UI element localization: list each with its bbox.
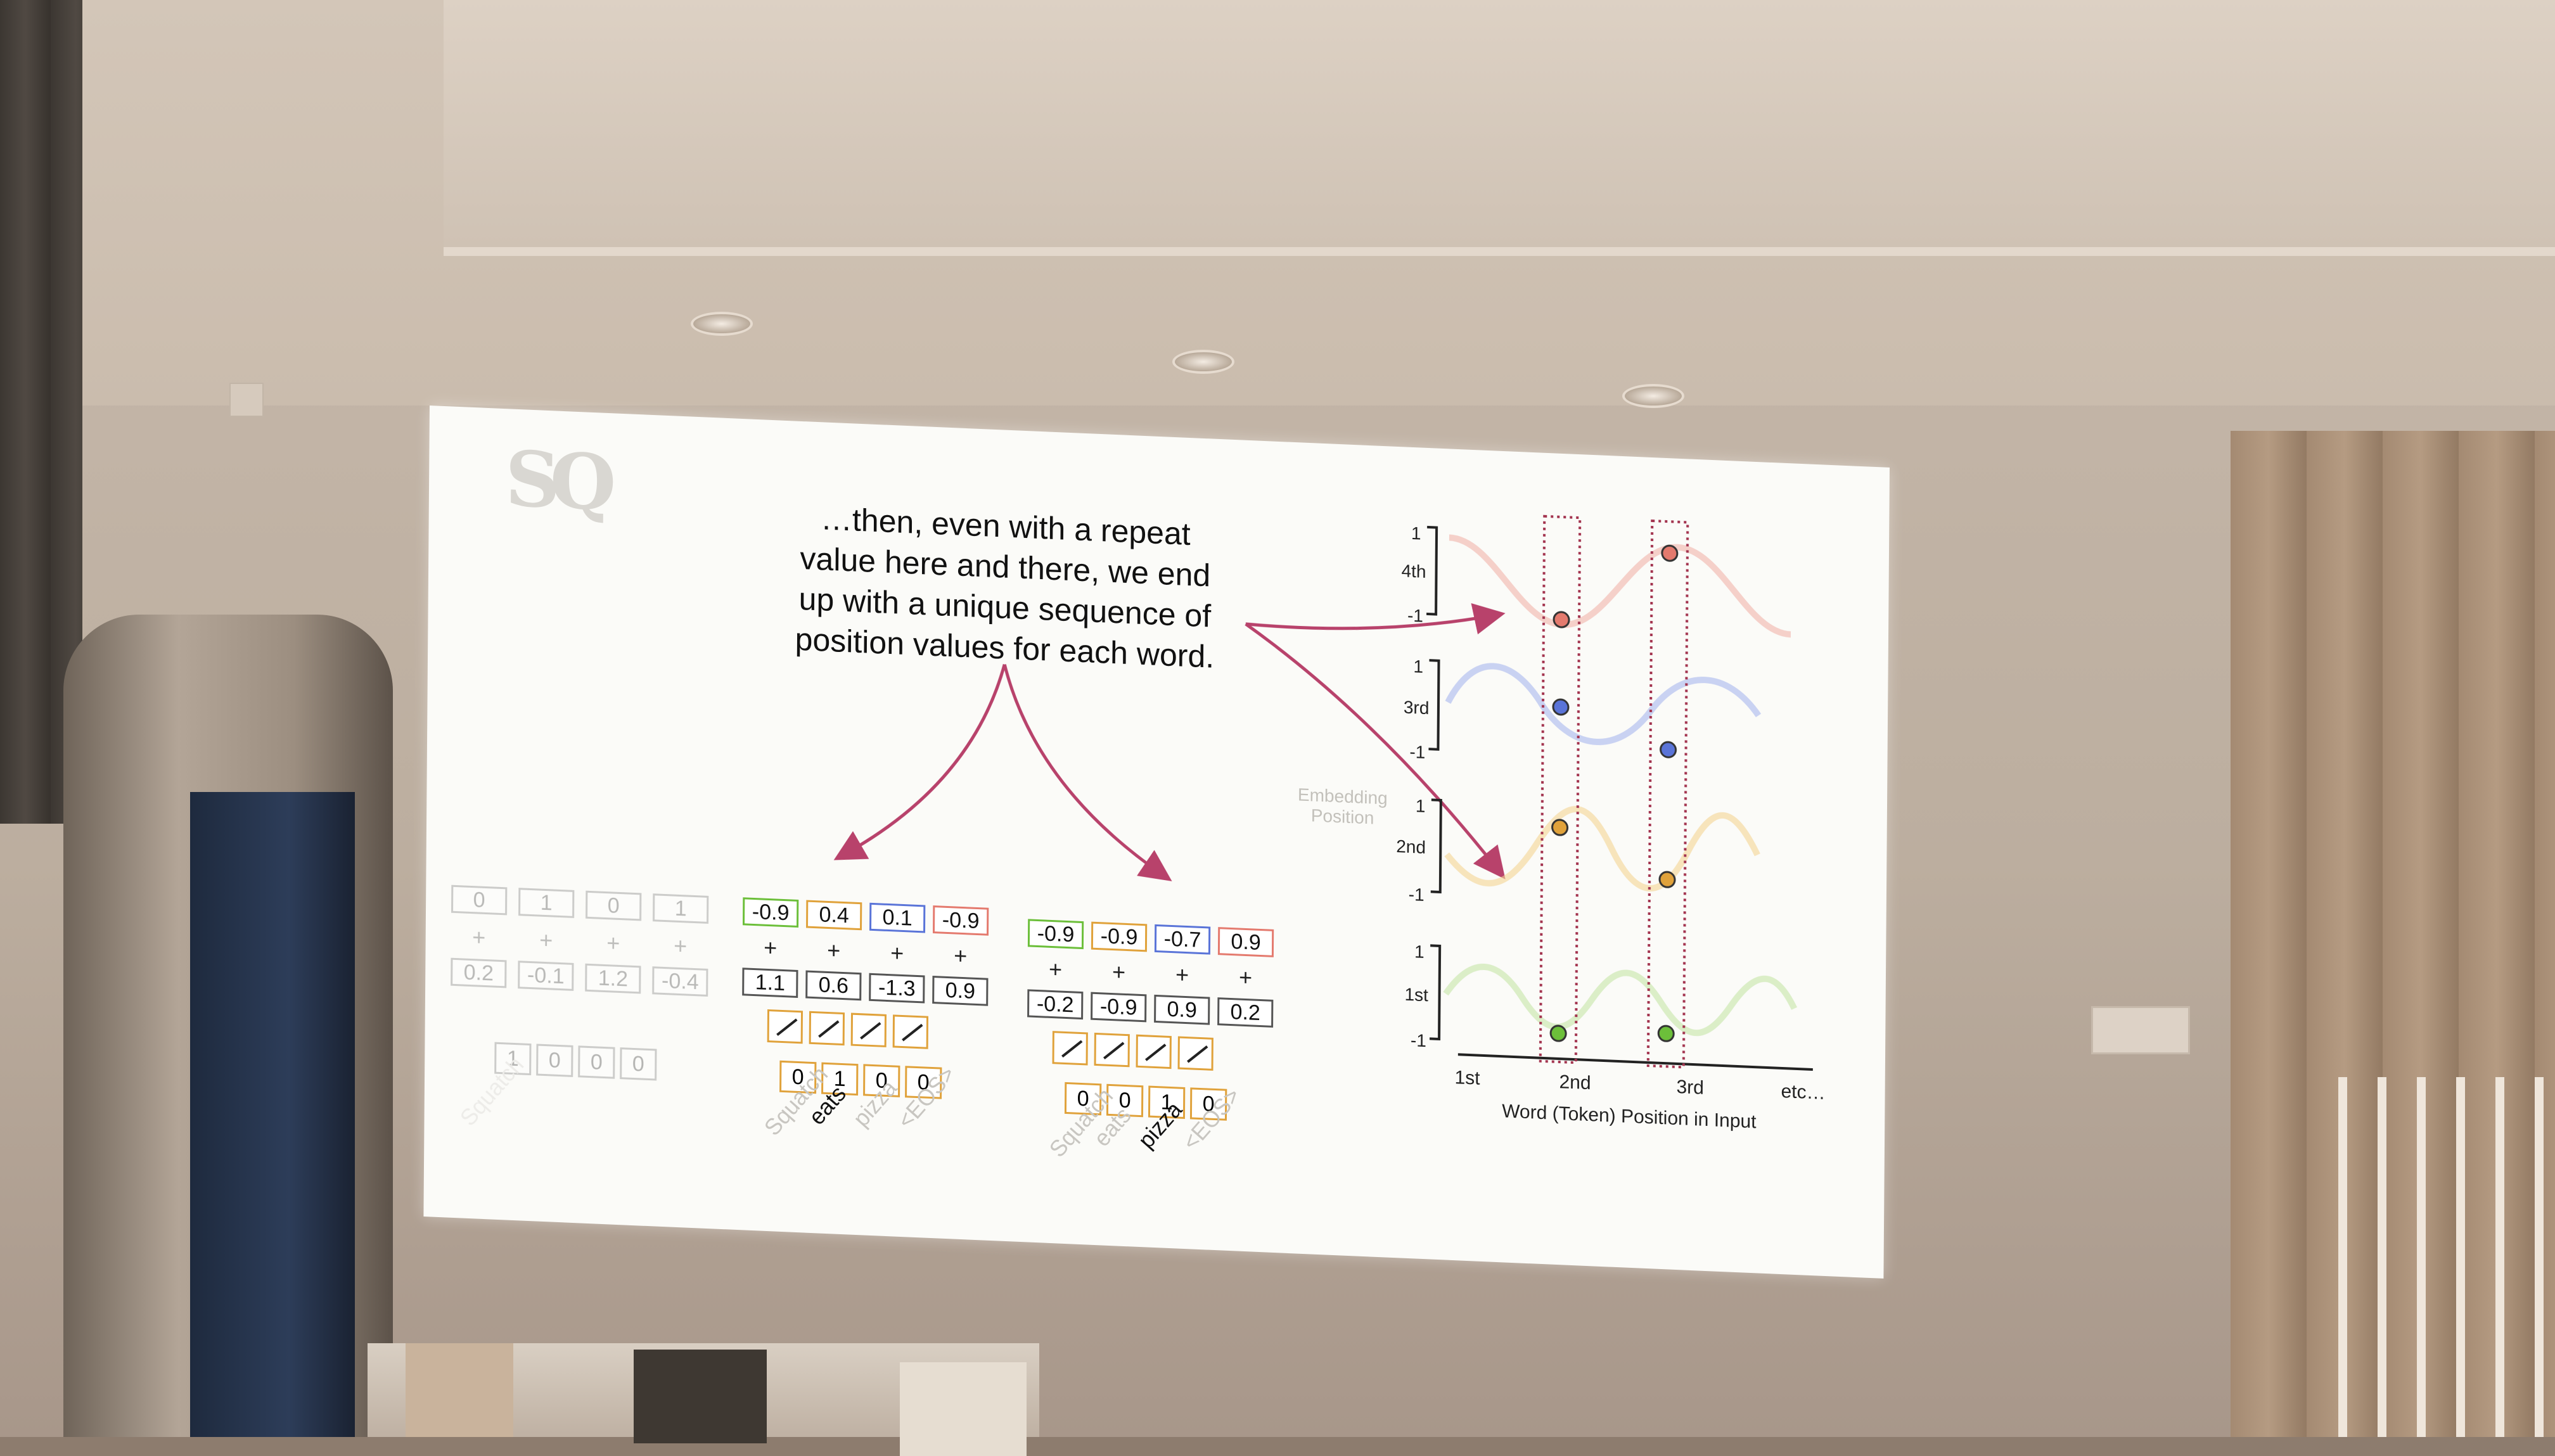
axis-bracket [1426,525,1438,616]
sine-curve-3rd [1445,663,1762,745]
point-3rd-pos3 [1660,741,1677,758]
wall-switch [2091,1006,2190,1054]
sine-curve-1st [1443,963,1798,1037]
point-4th-pos3 [1661,544,1679,562]
projected-slide: SQ …then, even with a repeat value here … [423,406,1890,1279]
position-highlight-3rd [1646,519,1689,1069]
ceiling-light [1172,350,1234,374]
arrow-to-pizza [1002,664,1172,881]
air-conditioner-panel [190,792,355,1437]
arrow-to-eats [833,663,1006,860]
slide-graphics [833,514,1813,1071]
ceiling-light [691,312,753,336]
point-1st-pos2 [1549,1025,1567,1042]
point-3rd-pos2 [1552,698,1570,716]
axis-bracket [1429,944,1442,1041]
magazine [406,1343,513,1437]
arrow-to-chart-2nd [1245,622,1506,879]
point-2nd-pos3 [1658,871,1676,888]
wall-outlet [229,383,264,417]
sine-curve-4th [1449,534,1791,638]
x-axis-line [1457,1053,1813,1071]
white-gate [2338,1077,2555,1437]
ceiling-recess [444,0,2555,256]
sine-curve-2nd [1444,806,1760,891]
axis-bracket [1428,659,1440,751]
point-4th-pos2 [1553,611,1570,629]
position-highlight-2nd [1539,514,1582,1064]
magazine [900,1362,1027,1456]
magazine [634,1350,767,1443]
arrow-to-chart-4th [1245,603,1506,635]
axis-bracket [1430,798,1442,894]
point-1st-pos3 [1657,1025,1675,1042]
point-2nd-pos2 [1551,819,1569,836]
ceiling-light [1622,384,1684,408]
